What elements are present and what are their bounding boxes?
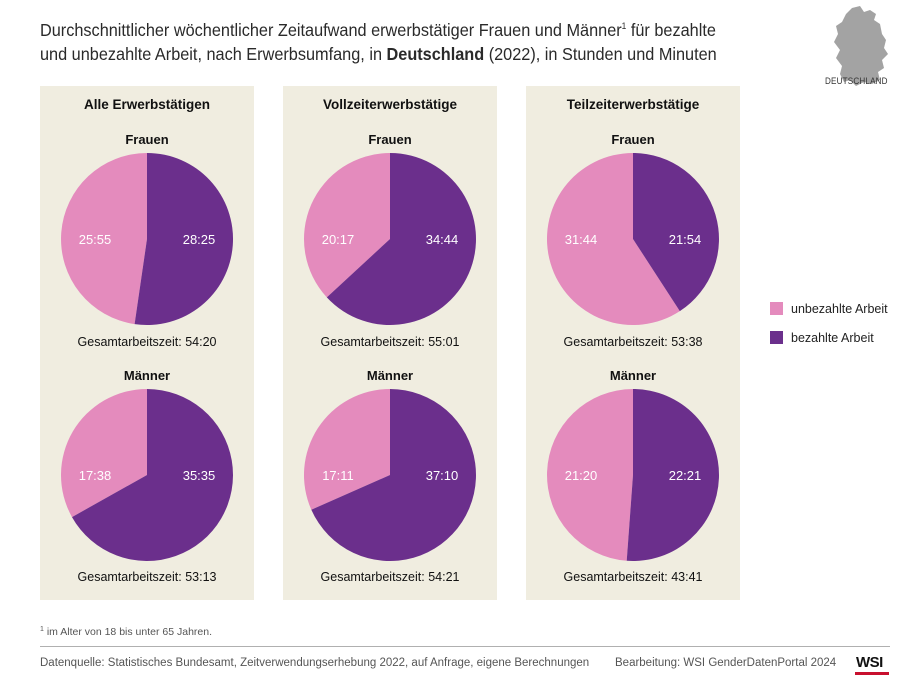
pie-value-unpaid: 17:11 <box>322 468 354 483</box>
pie-chart: 37:10 17:11 <box>302 387 478 563</box>
footer-divider <box>40 646 890 647</box>
pie-value-unpaid: 31:44 <box>565 232 598 247</box>
pie-slice-paid <box>311 389 476 561</box>
pie-slice-unpaid <box>303 389 390 510</box>
pie-value-unpaid: 20:17 <box>322 232 355 247</box>
pie-group-label: Frauen <box>125 132 169 147</box>
pie-slice-unpaid <box>546 152 680 325</box>
pie-group-label: Männer <box>609 368 657 383</box>
pie-chart: 35:35 17:38 <box>59 387 235 563</box>
legend-swatch-unpaid <box>770 302 783 315</box>
pie-svg: 35:35 17:38 <box>60 389 233 561</box>
pie-value-paid: 21:54 <box>669 232 702 247</box>
footnote: 1 im Alter von 18 bis unter 65 Jahren. <box>40 626 212 638</box>
country-label: DEUTSCHLAND <box>825 76 888 86</box>
pie-svg: 21:54 31:44 <box>546 152 719 325</box>
panel-title: Vollzeiterwerbstätige <box>322 97 458 112</box>
pie-slice-paid <box>626 389 720 561</box>
pie-slice-unpaid <box>303 153 390 298</box>
pie-value-paid: 28:25 <box>183 232 216 247</box>
pie-slice-unpaid <box>547 389 633 561</box>
legend-swatch-paid <box>770 331 783 344</box>
panel-0: Alle Erwerbstätigen Frauen 28:25 25:55 Gesam… <box>40 86 254 600</box>
pie-slice-paid <box>71 389 233 561</box>
title-footnote-mark: 1 <box>621 21 627 31</box>
pie-value-unpaid: 17:38 <box>79 468 112 483</box>
chart-title: Durchschnittlicher wöchentlicher Zeitauf… <box>40 20 717 64</box>
pie-value-unpaid: 25:55 <box>79 232 112 247</box>
pie-total-label: Gesamtarbeitszeit: 53:38 <box>563 335 703 349</box>
germany-map-icon <box>834 6 888 86</box>
data-source: Datenquelle: Statistisches Bundesamt, Ze… <box>40 657 590 669</box>
pie-slice-paid <box>633 153 719 312</box>
legend: unbezahlte Arbeit bezahlte Arbeit <box>770 300 888 358</box>
pie-slice-unpaid <box>60 389 148 518</box>
pie-chart: 28:25 25:55 <box>59 151 235 327</box>
pie-slice-paid <box>134 153 234 325</box>
pie-value-paid: 22:21 <box>669 468 702 483</box>
pie-group-label: Frauen <box>368 132 412 147</box>
panel-title: Teilzeiterwerbstätige <box>566 97 700 112</box>
credit: Bearbeitung: WSI GenderDatenPortal 2024 <box>615 657 837 669</box>
pie-total-label: Gesamtarbeitszeit: 43:41 <box>563 570 703 584</box>
pie-chart: 21:54 31:44 <box>545 151 721 327</box>
pie-total-label: Gesamtarbeitszeit: 55:01 <box>320 335 460 349</box>
pie-chart: 22:21 21:20 <box>545 387 721 563</box>
pie-slice-paid <box>326 153 476 325</box>
pie-chart: 34:44 20:17 <box>302 151 478 327</box>
pie-svg: 22:21 21:20 <box>547 389 720 561</box>
pie-group-label: Männer <box>123 368 171 383</box>
pie-value-paid: 35:35 <box>183 468 216 483</box>
panel-2: Teilzeiterwerbstätige Frauen 21:54 31:44 Ges… <box>526 86 740 600</box>
legend-label-unpaid: unbezahlte Arbeit <box>791 301 888 316</box>
wsi-logo: WSI <box>856 654 883 671</box>
wsi-logo-bar <box>855 672 889 675</box>
pie-total-label: Gesamtarbeitszeit: 54:20 <box>77 335 217 349</box>
pie-value-paid: 34:44 <box>426 232 459 247</box>
pie-group-label: Männer <box>366 368 414 383</box>
pie-value-paid: 37:10 <box>426 468 459 483</box>
legend-item-unpaid: unbezahlte Arbeit <box>770 300 888 317</box>
pie-svg: 28:25 25:55 <box>61 153 234 325</box>
pie-total-label: Gesamtarbeitszeit: 54:21 <box>320 570 460 584</box>
panel-1: Vollzeiterwerbstätige Frauen 34:44 20:17 Ges… <box>283 86 497 600</box>
panel-title: Alle Erwerbstätigen <box>83 97 211 112</box>
pie-svg: 34:44 20:17 <box>303 153 476 325</box>
legend-item-paid: bezahlte Arbeit <box>770 329 888 346</box>
pie-total-label: Gesamtarbeitszeit: 53:13 <box>77 570 217 584</box>
pie-group-label: Frauen <box>611 132 655 147</box>
legend-label-paid: bezahlte Arbeit <box>791 330 874 345</box>
title-country: Deutschland <box>386 44 485 64</box>
pie-svg: 37:10 17:11 <box>303 389 476 561</box>
pie-slice-unpaid <box>61 153 147 325</box>
pie-value-unpaid: 21:20 <box>565 468 598 483</box>
